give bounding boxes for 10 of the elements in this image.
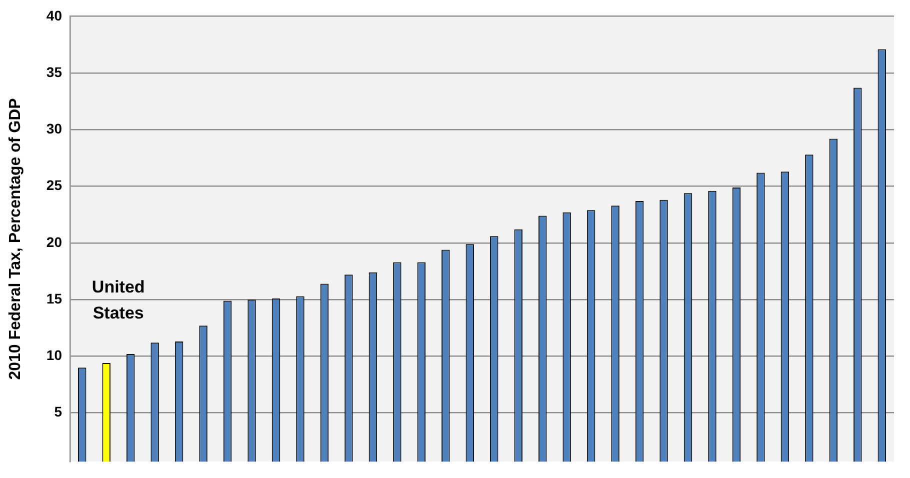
y-tick-label: 15 <box>46 290 62 306</box>
y-tick-label: 5 <box>54 404 62 420</box>
y-tick-label: 20 <box>46 234 62 250</box>
y-tick-label: 40 <box>46 7 62 24</box>
y-tick-label: 25 <box>46 177 62 194</box>
y-axis-title: 2010 Federal Tax, Percentage of GDP <box>7 98 24 380</box>
y-tick-label: 30 <box>46 120 62 137</box>
y-tick-label: 35 <box>46 64 62 80</box>
y-tick-label: 10 <box>46 347 62 364</box>
annotation: United States <box>92 278 145 323</box>
